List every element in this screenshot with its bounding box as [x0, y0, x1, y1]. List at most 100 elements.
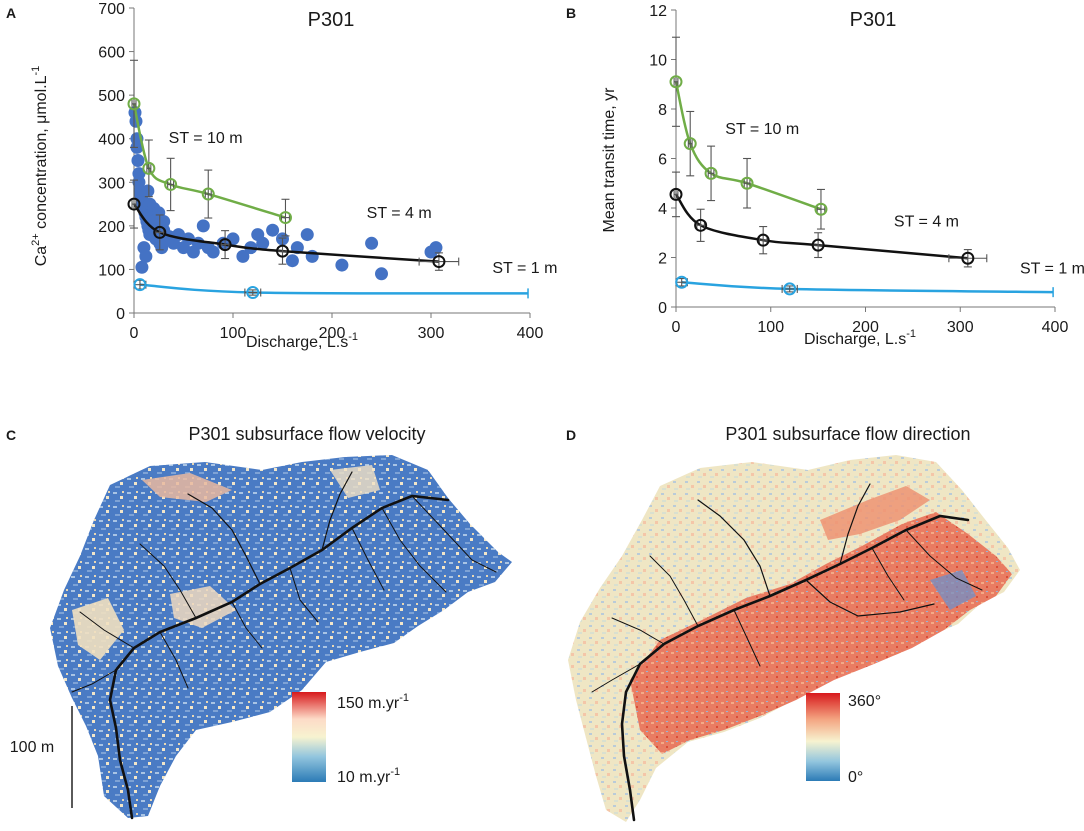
- velocity-hotspot-west: [72, 598, 124, 660]
- chart-a-ylabel: Ca2+ concentration, μmol.L-1: [30, 66, 50, 267]
- velocity-scale-bar: 100 m: [10, 706, 73, 808]
- direction-blue-patch: [930, 570, 976, 610]
- panel-c-velocity-map: P301 subsurface flow velocity 100 m 150 …: [10, 424, 512, 820]
- chartA-observation-point: [256, 236, 270, 250]
- chart-b-title: P301: [850, 9, 897, 31]
- direction-stream-network: [591, 483, 983, 822]
- chartB-marker-st-10-m: [683, 137, 697, 151]
- chartB-marker-st-10-m: [704, 166, 718, 180]
- chartB-ytick-label: 2: [658, 251, 667, 268]
- chartA-observation-point: [266, 223, 280, 237]
- chart-a-ca-concentration: P301 0 100 200 300 400 500 600 700 0 100 200 300 40…: [30, 1, 557, 351]
- chartB-xtick-label: 0: [672, 319, 681, 336]
- chartA-xtick-label: 300: [418, 325, 445, 342]
- chartA-line-st-10-m: [132, 103, 286, 219]
- chartA-ytick-label: 300: [98, 175, 125, 192]
- chartA-marker-st-4-m: [276, 244, 289, 258]
- chartB-marker-st-4-m: [961, 251, 975, 265]
- chartB-marker-st-1-m: [783, 282, 797, 296]
- chartA-observation-point: [236, 249, 250, 263]
- chartA-observation-point: [206, 245, 220, 259]
- chartA-observation-point: [300, 228, 314, 242]
- chartA-observation-point: [285, 254, 299, 268]
- chartA-marker-st-1-m: [133, 278, 147, 292]
- chartB-line-st-4-m: [674, 193, 968, 260]
- chartA-xtick-label: 200: [319, 325, 346, 342]
- chartB-ytick-label: 12: [649, 3, 667, 20]
- chartB-ytick-label: 0: [658, 300, 667, 317]
- chartA-observation-point: [375, 267, 388, 281]
- chartA-ytick-label: 500: [98, 88, 125, 105]
- direction-colorbar-min-label: 0°: [848, 769, 863, 786]
- panel-d-letter: D: [566, 427, 576, 443]
- chartB-marker-st-4-m: [694, 218, 708, 232]
- chartB-ytick-label: 10: [649, 53, 667, 70]
- chartA-ytick-label: 200: [98, 219, 125, 236]
- panel-c-title: P301 subsurface flow velocity: [188, 424, 425, 444]
- chartA-observation-point: [335, 258, 349, 272]
- chartA-annotation-st-4-m: ST = 4 m: [367, 205, 432, 222]
- chart-a-title: P301: [308, 9, 355, 31]
- panel-b-letter: B: [566, 5, 576, 21]
- chartB-xtick-label: 300: [947, 319, 974, 336]
- direction-red-zone: [630, 512, 1012, 754]
- chartB-marker-st-10-m: [814, 202, 828, 216]
- chartA-xtick-label: 0: [130, 325, 139, 342]
- chartA-ytick-label: 600: [98, 45, 125, 62]
- chartA-ytick-label: 0: [116, 306, 125, 323]
- chartB-ytick-label: 6: [658, 152, 667, 169]
- chart-b-mean-transit-time: P301 0 2 4 6 8 10 12 0 100 200 300 400 Discharge, …: [601, 3, 1084, 348]
- velocity-colorbar-min-label: 10 m.yr-1: [337, 766, 400, 786]
- chartA-line-st-4-m: [133, 203, 440, 263]
- chartB-ytick-label: 8: [658, 102, 667, 119]
- chartB-ytick-label: 4: [658, 201, 667, 218]
- chartA-ytick-label: 400: [98, 132, 125, 149]
- chartA-observation-point: [196, 219, 210, 233]
- chartA-xtick-label: 100: [220, 325, 247, 342]
- panel-d-title: P301 subsurface flow direction: [725, 424, 970, 444]
- chartA-annotation-st-1-m: ST = 1 m: [492, 260, 557, 277]
- direction-red-zone-north: [820, 486, 930, 540]
- chartA-observation-point: [131, 154, 145, 167]
- chart-b-ylabel: Mean transit time, yr: [601, 87, 618, 233]
- chartA-observation-point: [141, 184, 155, 198]
- panel-c-letter: C: [6, 427, 16, 443]
- scale-bar-label: 100 m: [10, 739, 54, 756]
- chartB-line-st-10-m: [674, 81, 822, 211]
- chartA-marker-st-4-m: [432, 255, 446, 269]
- panel-d-direction-map: P301 subsurface flow direction 360° 0°: [568, 424, 1020, 822]
- chartA-marker-st-10-m: [142, 161, 156, 175]
- chartA-ytick-label: 100: [98, 262, 125, 279]
- chartA-ytick-label: 700: [98, 1, 125, 18]
- panel-a-letter: A: [6, 5, 16, 21]
- chartA-observation-point: [429, 241, 443, 255]
- chartA-marker-st-10-m: [278, 211, 292, 225]
- chartA-observation-point: [157, 215, 171, 228]
- chartA-marker-st-10-m: [127, 97, 141, 111]
- chart-a-xlabel: Discharge, L.s-1: [246, 331, 358, 351]
- chartB-xtick-label: 200: [852, 319, 879, 336]
- chartA-line-st-1-m: [139, 283, 529, 295]
- direction-colorbar: [806, 693, 840, 781]
- chartB-annotation-st-4-m: ST = 4 m: [894, 214, 959, 231]
- chartA-observation-point: [365, 236, 379, 250]
- velocity-colorbar: [292, 692, 326, 782]
- chartB-marker-st-1-m: [675, 275, 689, 289]
- chartB-xtick-label: 100: [757, 319, 784, 336]
- chartA-marker-st-10-m: [164, 177, 178, 191]
- chartB-marker-st-10-m: [740, 176, 754, 190]
- chartA-marker-st-4-m: [127, 197, 141, 211]
- velocity-hotspot-northeast: [330, 465, 380, 498]
- direction-colorbar-max-label: 360°: [848, 693, 881, 710]
- chartA-marker-st-10-m: [201, 187, 215, 201]
- chart-b-xlabel: Discharge, L.s-1: [804, 328, 916, 348]
- velocity-stream-network: [71, 471, 497, 820]
- velocity-hotspot-north: [142, 473, 232, 502]
- chartB-annotation-st-10-m: ST = 10 m: [725, 121, 799, 138]
- chartB-line-st-1-m: [681, 281, 1054, 294]
- chartA-marker-st-4-m: [218, 238, 232, 252]
- chartA-annotation-st-10-m: ST = 10 m: [169, 130, 243, 147]
- chartA-observation-point: [226, 232, 240, 246]
- chartA-observation-point: [135, 260, 149, 274]
